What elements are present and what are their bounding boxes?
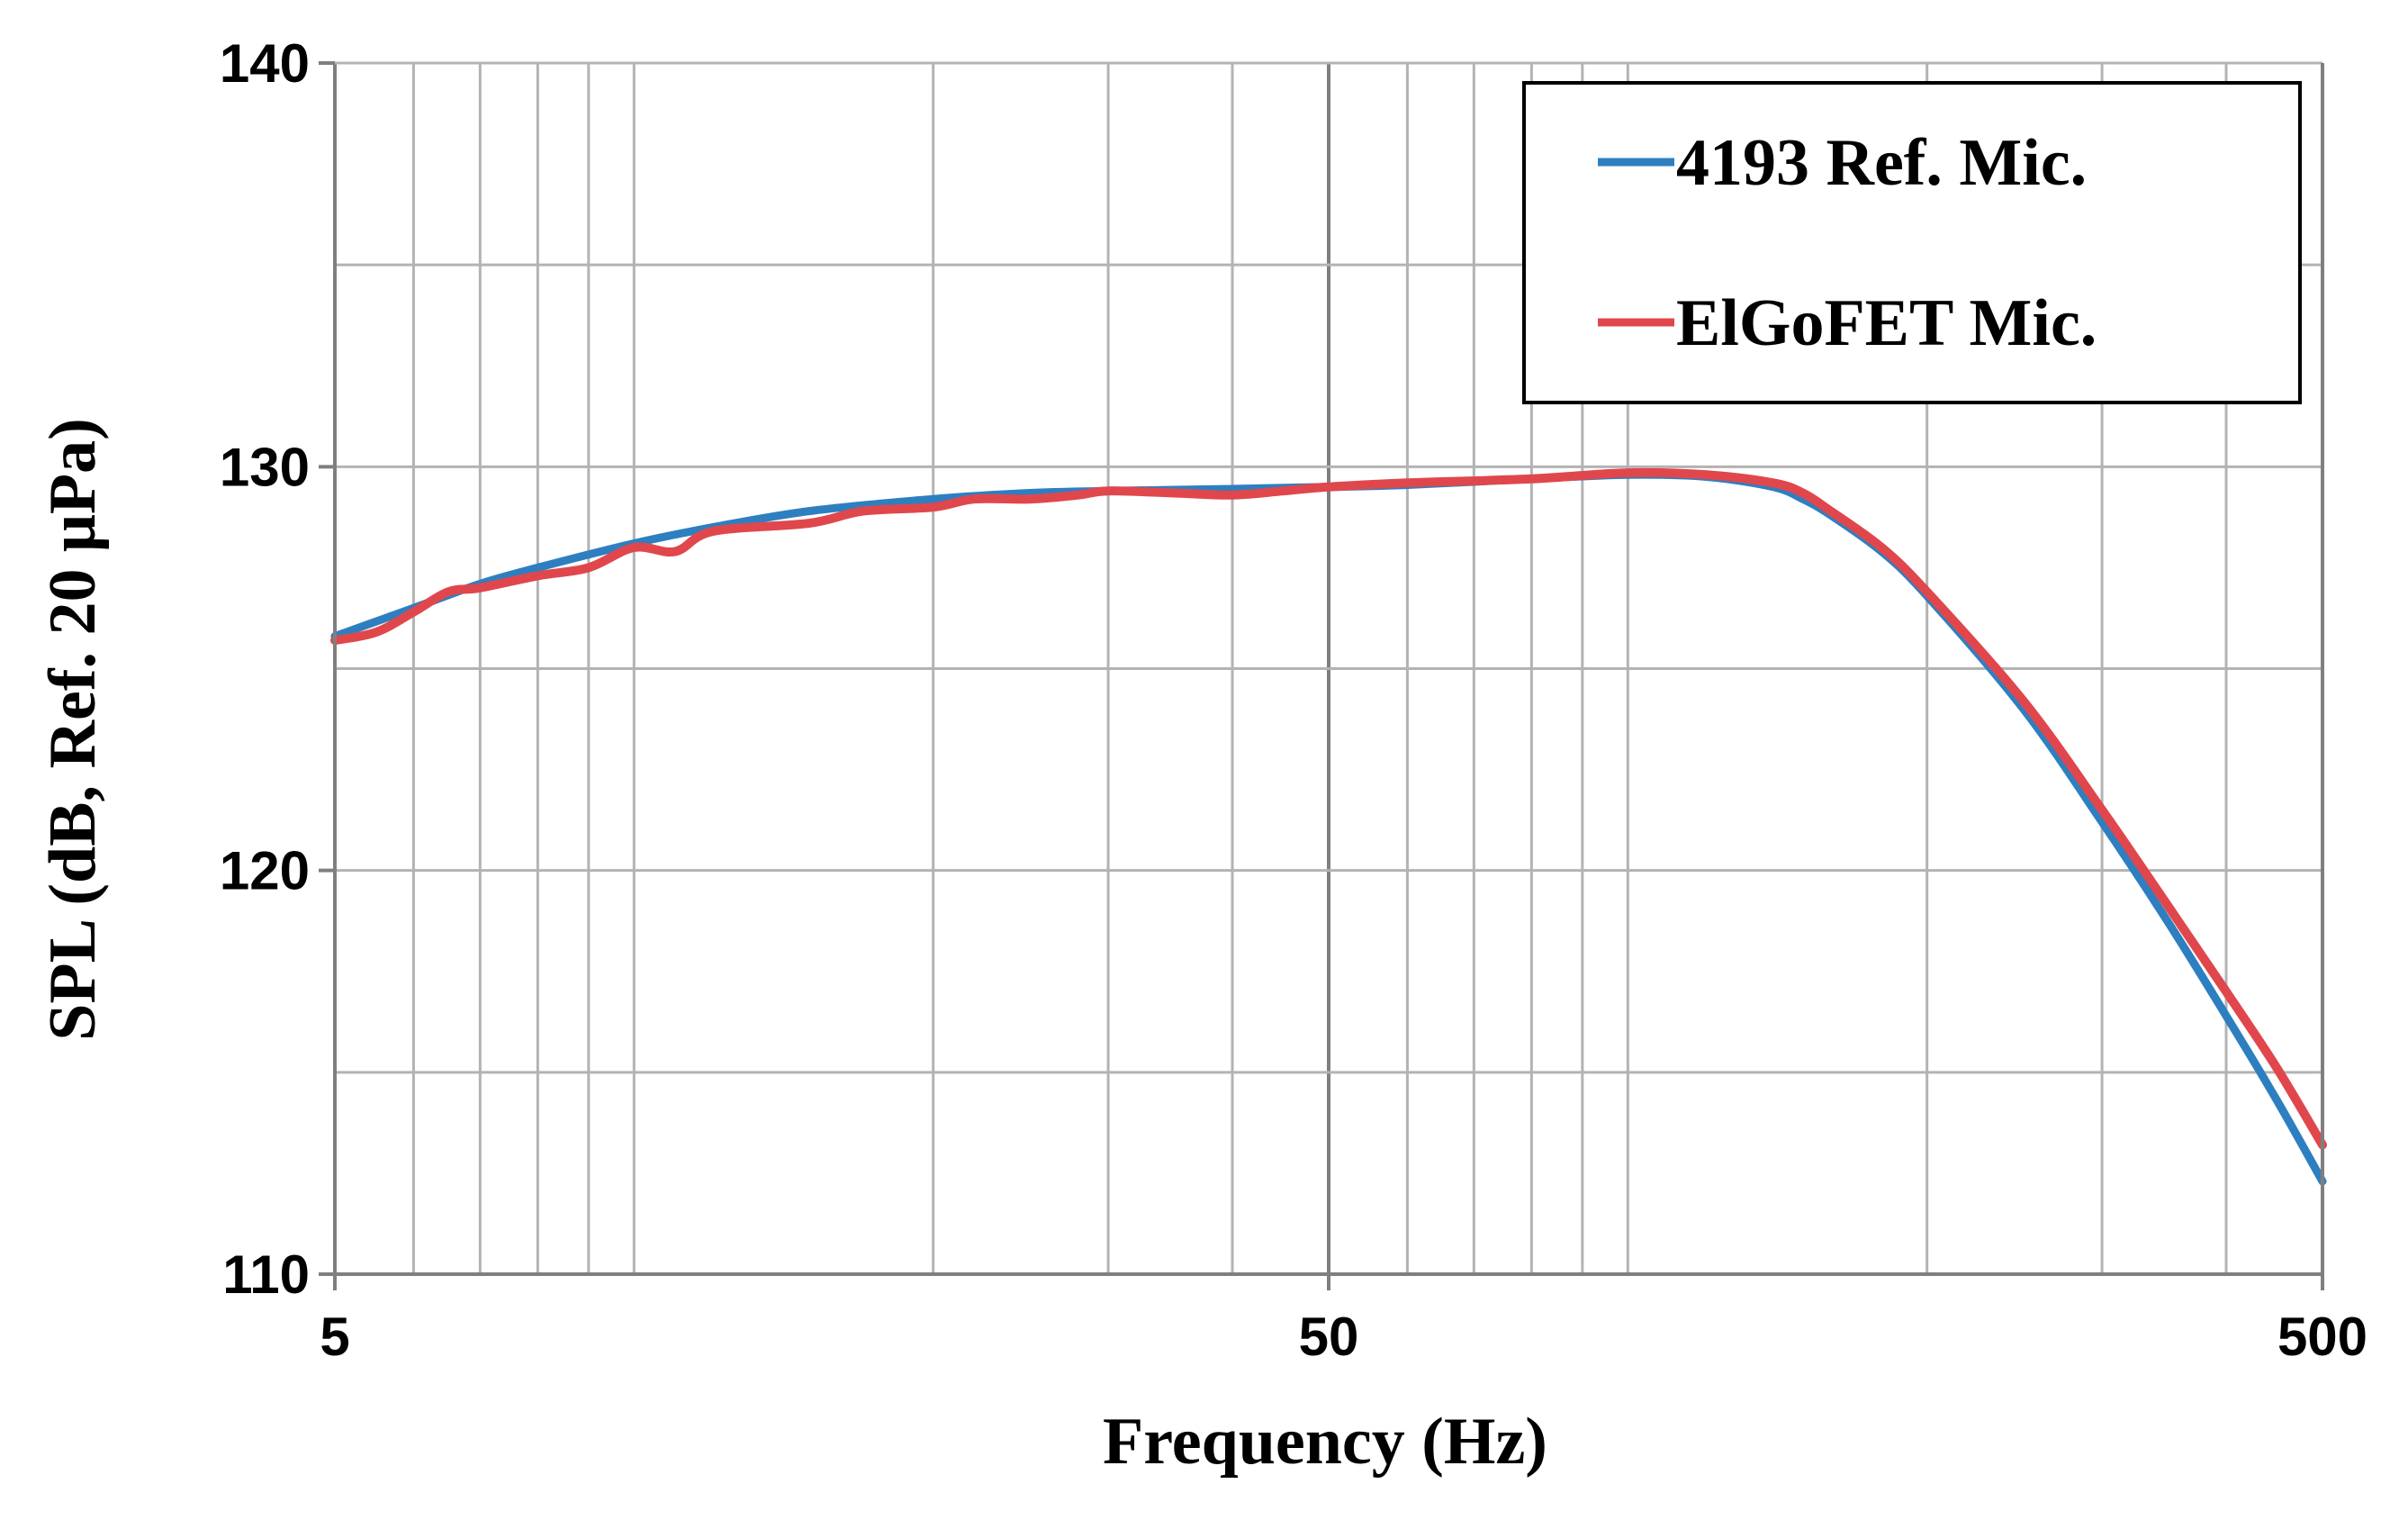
x-tick-label: 500 [2277, 1307, 2367, 1367]
plot-lines [330, 467, 2327, 1186]
x-tick-label: 50 [1299, 1307, 1359, 1367]
legend: 4193 Ref. Mic. ElGoFET Mic. [1522, 81, 2302, 404]
series-line-1 [330, 467, 2327, 1150]
axes [319, 61, 2324, 1290]
legend-box [1522, 81, 2302, 404]
legend-label-4193: 4193 Ref. Mic. [1676, 126, 2087, 200]
tick-labels: 110 120 130 140 5 50 500 [220, 33, 2367, 1367]
x-tick-label: 5 [320, 1307, 349, 1367]
y-tick-label: 120 [220, 841, 310, 901]
x-axis-title: Frequency (Hz) [1103, 1405, 1547, 1479]
y-axis-title: SPL (dB, Ref. 20 μPa) [36, 418, 110, 1041]
y-tick-label: 130 [220, 437, 310, 497]
y-tick-label: 110 [222, 1244, 310, 1305]
y-tick-label: 140 [220, 33, 310, 94]
legend-label-elgofet: ElGoFET Mic. [1676, 286, 2097, 360]
